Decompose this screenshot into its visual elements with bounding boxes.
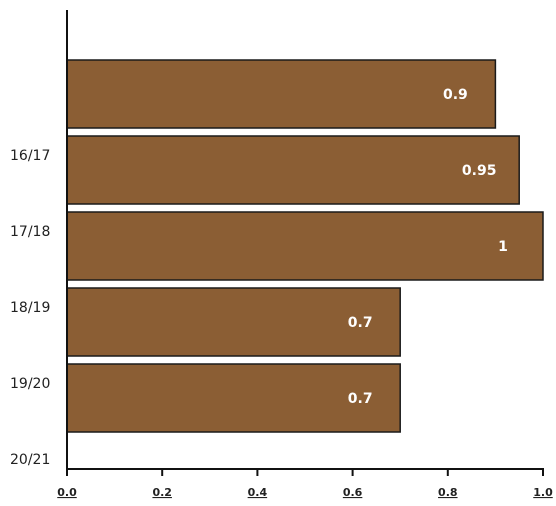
bars-group xyxy=(66,59,544,433)
bar-value-label: 0.95 xyxy=(462,163,497,179)
x-tick-label: 1.0 xyxy=(533,486,553,499)
bar xyxy=(66,363,401,433)
bar-value-label: 0.7 xyxy=(348,391,373,407)
bar xyxy=(66,287,401,357)
x-tick-label: 0.0 xyxy=(57,486,77,499)
x-tick-label: 0.2 xyxy=(152,486,172,499)
bar-value-label: 0.9 xyxy=(443,87,468,103)
bar-value-label: 0.7 xyxy=(348,315,373,331)
value-labels-group: 0.9 0.95 1 0.7 0.7 xyxy=(348,87,508,407)
category-label: 19/20 xyxy=(10,376,50,392)
category-label: 17/18 xyxy=(10,224,50,240)
category-label: 18/19 xyxy=(10,300,50,316)
x-tick-label: 0.6 xyxy=(343,486,363,499)
category-labels-group: 16/17 17/18 18/19 19/20 20/21 xyxy=(10,148,50,468)
bar-value-label: 1 xyxy=(498,239,508,255)
x-ticks-group: 0.0 0.2 0.4 0.6 0.8 1.0 xyxy=(57,469,553,499)
bar xyxy=(66,135,520,205)
category-label: 16/17 xyxy=(10,148,50,164)
bar xyxy=(66,211,544,281)
x-tick-label: 0.8 xyxy=(438,486,458,499)
category-label: 20/21 xyxy=(10,452,50,468)
x-tick-label: 0.4 xyxy=(248,486,268,499)
bar xyxy=(66,59,497,129)
